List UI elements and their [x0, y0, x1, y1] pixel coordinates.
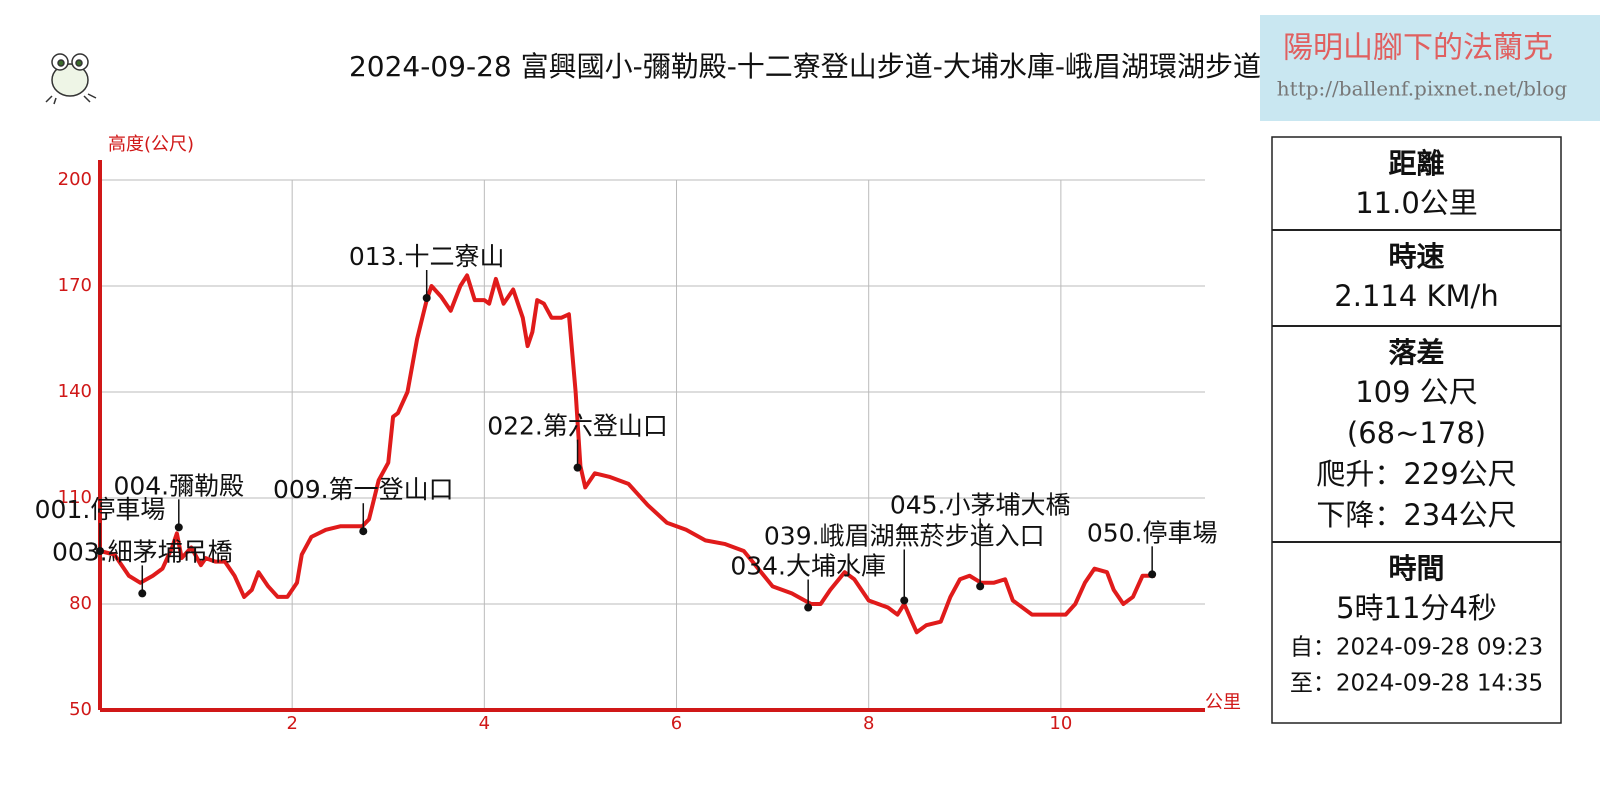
stats-value: 11.0公里	[1355, 186, 1478, 220]
watermark-box	[1260, 15, 1600, 121]
watermark-url: http://ballenf.pixnet.net/blog	[1277, 77, 1568, 101]
annotation-marker	[359, 527, 368, 536]
stats-value: (68~178)	[1347, 416, 1486, 450]
annotation-marker	[804, 603, 813, 612]
stats-value: 2.114 KM/h	[1334, 279, 1498, 313]
stats-label: 時速	[1388, 240, 1444, 273]
stats-value: 至：2024-09-28 14:35	[1290, 671, 1543, 697]
y-tick-label: 80	[69, 593, 92, 614]
annotation-label: 045.小茅埔大橋	[890, 490, 1071, 519]
annotation-label: 001.停車場	[35, 495, 166, 524]
chart-title: 2024-09-28 富興國小-彌勒殿-十二寮登山步道-大埔水庫-峨眉湖環湖步道	[349, 50, 1261, 83]
x-tick-label: 2	[286, 713, 297, 734]
annotation-label: 009.第一登山口	[273, 475, 454, 504]
annotation-label: 034.大埔水庫	[730, 552, 886, 581]
annotation-label: 050.停車場	[1087, 518, 1218, 547]
stats-value: 下降：234公尺	[1316, 498, 1516, 532]
y-axis-label: 高度(公尺)	[108, 134, 194, 155]
x-tick-label: 4	[479, 713, 490, 734]
annotation-marker	[422, 294, 431, 303]
annotation-marker	[900, 596, 909, 605]
x-tick-label: 10	[1049, 713, 1072, 734]
y-tick-label: 140	[58, 381, 92, 402]
annotation-marker	[1148, 570, 1157, 579]
y-tick-label: 200	[58, 169, 92, 190]
stats-label: 落差	[1388, 336, 1444, 369]
x-tick-label: 8	[863, 713, 874, 734]
y-tick-label: 50	[69, 699, 92, 720]
annotation-label: 039.峨眉湖無菸步道入口	[764, 521, 1045, 550]
x-axis-label: 公里	[1205, 692, 1241, 713]
annotation-label: 022.第六登山口	[487, 412, 668, 441]
watermark-name: 陽明山腳下的法蘭克	[1283, 31, 1553, 66]
x-tick-label: 6	[671, 713, 682, 734]
annotation-marker	[573, 463, 582, 472]
stats-value: 5時11分4秒	[1336, 591, 1497, 625]
annotation-label: 013.十二寮山	[349, 242, 505, 271]
annotation-label: 004.彌勒殿	[113, 471, 244, 500]
frog-logo	[45, 53, 97, 105]
annotation-marker	[138, 589, 147, 598]
annotation-label: 003.細茅埔吊橋	[52, 537, 233, 566]
stats-value: 爬升：229公尺	[1316, 457, 1516, 491]
y-tick-label: 170	[58, 275, 92, 296]
annotation-marker	[174, 523, 183, 532]
y-tick-label: 110	[58, 487, 92, 508]
elevation-line	[99, 273, 1156, 635]
stats-value: 109 公尺	[1355, 375, 1478, 409]
annotation-marker	[976, 582, 985, 591]
annotation-marker	[96, 547, 104, 555]
stats-label: 距離	[1388, 147, 1444, 180]
stats-value: 自：2024-09-28 09:23	[1290, 635, 1543, 661]
stats-panel	[1271, 136, 1562, 724]
stats-label: 時間	[1388, 552, 1444, 585]
